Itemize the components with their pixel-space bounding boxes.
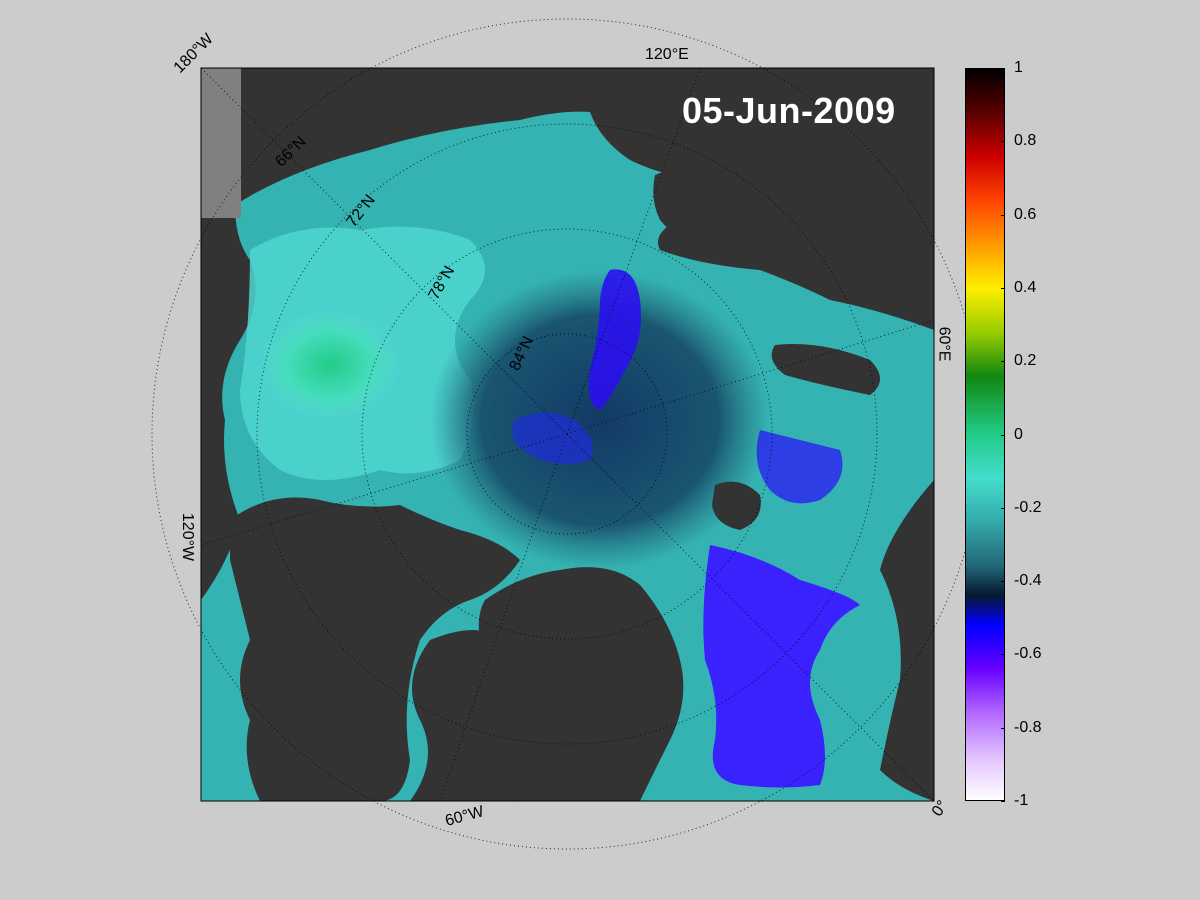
colorbar-tick-mark <box>1001 287 1005 289</box>
canadian-archipelago <box>230 497 520 801</box>
green-anomaly-patch <box>260 310 400 420</box>
colorbar-tick-mark <box>1001 654 1005 656</box>
colorbar-tick-label: -1 <box>1014 792 1029 809</box>
map-frame <box>200 67 935 802</box>
svalbard <box>712 481 761 530</box>
date-stamp: 05-Jun-2009 <box>682 90 896 131</box>
colorbar-tick-mark <box>1001 507 1005 509</box>
colorbar-tick-label: 1 <box>1014 59 1023 76</box>
colorbar <box>965 68 1005 801</box>
colorbar-tick-label: -0.4 <box>1014 572 1042 590</box>
colorbar-tick-label: 0 <box>1014 425 1023 443</box>
colorbar-tick-label: -0.6 <box>1014 645 1042 663</box>
lon-label-120e: 120°E <box>645 46 689 63</box>
colorbar-tick-mark <box>1001 434 1005 436</box>
greenland <box>478 567 684 801</box>
blue-anomaly-greenland-sea <box>703 545 860 788</box>
colorbar-tick-mark <box>1001 141 1005 143</box>
colorbar-tick-mark <box>1001 68 1005 69</box>
colorbar-tick-label: 0.2 <box>1014 352 1037 370</box>
meridian-60e <box>566 319 935 435</box>
blue-anomaly-north <box>588 269 641 410</box>
colorbar-tick-mark <box>1001 581 1005 583</box>
grey-corner <box>201 68 241 218</box>
colorbar-tick-mark <box>1001 214 1005 216</box>
lon-label-120w: 120°W <box>179 512 197 562</box>
colorbar-tick-label: 0.4 <box>1014 278 1037 296</box>
central-basin <box>430 270 770 570</box>
colorbar-tick-label: -0.8 <box>1014 718 1042 736</box>
lat-circle-78 <box>361 228 773 640</box>
colorbar-tick-mark <box>1001 727 1005 729</box>
colorbar-gradient <box>966 69 1004 800</box>
blue-anomaly-barents <box>756 430 843 504</box>
meridian-0 <box>566 433 935 802</box>
colorbar-tick-label: -0.2 <box>1014 498 1042 516</box>
meridian-60w <box>439 433 568 802</box>
scandinavia <box>880 480 934 801</box>
colorbar-tick-mark <box>1001 361 1005 363</box>
colorbar-tick-label: 0.6 <box>1014 205 1037 223</box>
alaska-chukotka <box>201 68 420 200</box>
lat-circle-72 <box>256 123 878 745</box>
lat-circle-84 <box>466 333 668 535</box>
novaya-zemlya <box>771 344 880 395</box>
taymyr-severnaya <box>653 68 934 300</box>
colorbar-tick-mark <box>1001 801 1005 802</box>
lon-label-60e: 60°E <box>935 326 953 362</box>
meridian-120e <box>566 67 701 435</box>
colorbar-tick-label: 0.8 <box>1014 132 1037 150</box>
blue-anomaly-center <box>512 412 593 464</box>
